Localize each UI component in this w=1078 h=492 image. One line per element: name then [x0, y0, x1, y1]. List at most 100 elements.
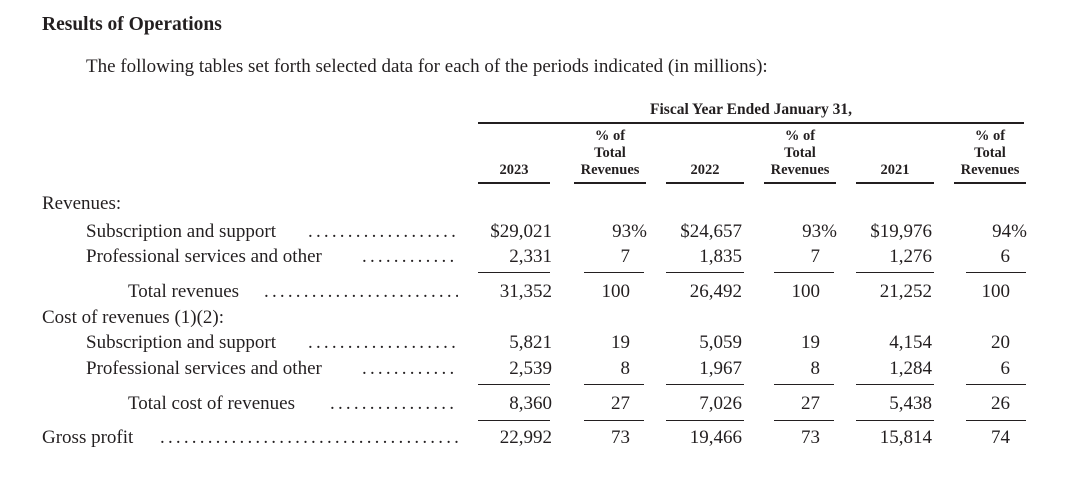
header-rule	[574, 182, 646, 184]
cell-value: 1,276	[889, 246, 932, 267]
cell-value: 100	[601, 281, 631, 302]
cell-value: 20	[991, 332, 1010, 353]
pct-header-line: Total	[974, 145, 1006, 161]
cell-value: 26,492	[689, 281, 742, 302]
total-rule	[774, 420, 834, 421]
subtotal-rule	[774, 384, 834, 385]
cell-value: 7,026	[699, 393, 742, 414]
leader-dots: ..................................	[308, 332, 458, 353]
cell-value: 8,360	[509, 393, 552, 414]
subtotal-rule	[856, 272, 934, 273]
cell-value: 1,967	[699, 358, 742, 379]
col-header-pct-2022: % of Total Revenues	[758, 128, 842, 179]
cell-value: $29,021	[490, 221, 552, 242]
header-rule	[478, 182, 550, 184]
leader-dots: ..................................	[308, 221, 458, 242]
header-rule	[954, 182, 1026, 184]
cell-value: 4,154	[889, 332, 932, 353]
cell-value: 93%	[802, 221, 837, 242]
subtotal-rule	[666, 272, 744, 273]
cell-value: 31,352	[499, 281, 552, 302]
cell-value: 100	[981, 281, 1011, 302]
col-header-pct-2021: % of Total Revenues	[948, 128, 1032, 179]
cell-value: 19,466	[689, 427, 742, 448]
header-rule	[764, 182, 836, 184]
cell-value: 74	[991, 427, 1010, 448]
cell-value: 2,539	[509, 358, 552, 379]
pct-header-line: Total	[594, 145, 626, 161]
pct-header-line: % of	[784, 128, 816, 144]
cell-value: 5,821	[509, 332, 552, 353]
subtotal-rule	[966, 384, 1026, 385]
row-label: Total cost of revenues	[128, 393, 295, 414]
total-rule	[966, 420, 1026, 421]
col-header-year-2022: 2022	[690, 162, 720, 178]
cell-value: 1,284	[889, 358, 932, 379]
col-header-year-2023: 2023	[499, 162, 529, 178]
subtotal-rule	[856, 384, 934, 385]
total-rule	[584, 420, 644, 421]
total-rule	[666, 420, 744, 421]
cell-value: 6	[1000, 358, 1011, 379]
cell-value: 26	[991, 393, 1010, 414]
leader-dots: ......................	[362, 246, 458, 267]
total-rule	[856, 420, 934, 421]
row-label: Professional services and other	[86, 358, 322, 379]
section-heading: Results of Operations	[42, 14, 222, 35]
pct-header-line: Revenues	[580, 162, 640, 178]
header-rule	[666, 182, 744, 184]
period-header: Fiscal Year Ended January 31,	[650, 101, 852, 118]
cell-value: 2,331	[509, 246, 552, 267]
row-label: Subscription and support	[86, 332, 276, 353]
subtotal-rule	[774, 272, 834, 273]
pct-header-line: Total	[784, 145, 816, 161]
subtotal-rule	[584, 272, 644, 273]
intro-text: The following tables set forth selected …	[86, 56, 768, 77]
cell-value: 93%	[612, 221, 647, 242]
header-rule	[856, 182, 934, 184]
row-label: Gross profit	[42, 427, 134, 448]
subtotal-rule	[966, 272, 1026, 273]
col-header-year-2021: 2021	[880, 162, 910, 178]
cell-value: 27	[611, 393, 630, 414]
subtotal-rule	[666, 384, 744, 385]
cell-value: 27	[801, 393, 820, 414]
cell-value: 21,252	[879, 281, 932, 302]
cell-value: 8	[810, 358, 821, 379]
leader-dots: ........................................…	[264, 281, 458, 302]
cell-value: 100	[791, 281, 821, 302]
pct-header-line: Revenues	[770, 162, 830, 178]
pct-header-line: % of	[594, 128, 626, 144]
cell-value: 5,059	[699, 332, 742, 353]
subtotal-rule	[478, 384, 550, 385]
row-label: Total revenues	[128, 281, 240, 302]
total-rule	[478, 420, 550, 421]
col-header-pct-2023: % of Total Revenues	[568, 128, 652, 179]
cell-value: 7	[810, 246, 821, 267]
cell-value: 73	[801, 427, 820, 448]
cell-value: 5,438	[889, 393, 932, 414]
cell-value: $19,976	[870, 221, 932, 242]
cell-value: 19	[801, 332, 820, 353]
leader-dots: ............................	[330, 393, 458, 414]
cell-value: 22,992	[499, 427, 552, 448]
subtotal-rule	[584, 384, 644, 385]
leader-dots: ......................	[362, 358, 458, 379]
cell-value: 94%	[992, 221, 1027, 242]
section-label-cost-of-revenues: Cost of revenues (1)(2):	[42, 307, 225, 328]
cell-value: $24,657	[680, 221, 742, 242]
subtotal-rule	[478, 272, 550, 273]
cell-value: 73	[611, 427, 630, 448]
section-label-revenues: Revenues:	[42, 193, 122, 214]
pct-header-line: % of	[974, 128, 1006, 144]
leader-dots: ........................................…	[160, 427, 458, 448]
cell-value: 8	[620, 358, 631, 379]
row-label: Professional services and other	[86, 246, 322, 267]
period-header-rule	[478, 121, 1024, 124]
pct-header-line: Revenues	[960, 162, 1020, 178]
cell-value: 7	[620, 246, 631, 267]
cell-value: 15,814	[879, 427, 932, 448]
cell-value: 19	[611, 332, 630, 353]
cell-value: 1,835	[699, 246, 742, 267]
cell-value: 6	[1000, 246, 1011, 267]
